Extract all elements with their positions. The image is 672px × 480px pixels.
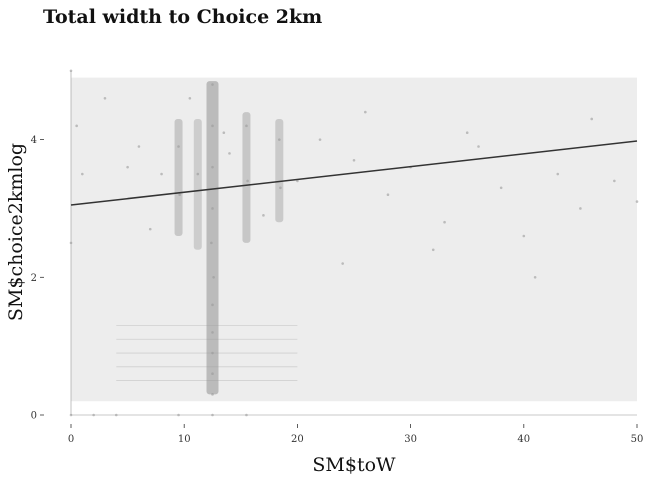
scatter-point [211,372,214,375]
x-axis-label: SM$toW [312,454,396,476]
scatter-point [352,158,356,162]
chart-title: Total width to Choice 2km [43,6,322,28]
scatter-point [245,413,248,417]
scatter-point [228,152,231,155]
y-tick-label: 4 [31,135,37,146]
scatter-point [246,179,249,183]
scatter-density-cloud [71,77,637,402]
scatter-point [465,131,469,135]
scatter-point [196,172,200,176]
scatter-point [522,234,526,238]
x-tick-label: 50 [631,434,644,445]
x-tick-label: 0 [68,434,74,445]
scatter-point [613,179,616,183]
x-tick-label: 30 [404,434,417,445]
scatter-point [211,351,214,355]
scatter-point [579,207,582,210]
plot-area [69,69,639,417]
x-tick-label: 20 [291,434,304,445]
scatter-point [222,131,226,135]
scatter-point [635,200,639,203]
scatter-point [92,413,95,417]
y-axis-ticks: 0 2 4 [31,135,44,422]
scatter-point [177,145,180,148]
scatter-point [431,248,435,252]
scatter-point [148,227,152,231]
scatter-point [69,69,73,73]
scatter-point [126,165,129,169]
scatter-point [211,165,214,169]
scatter-point [81,172,84,176]
scatter-point [212,276,215,279]
scatter-point [245,124,248,128]
regression-line [70,140,638,206]
scatter-point [262,214,265,217]
y-tick-label: 2 [31,273,37,284]
scatter-zero-inflation-rows [70,70,637,416]
scatter-point [210,241,213,245]
scatter-point [533,276,537,279]
scatter-point [188,97,192,100]
scatter-point [211,413,214,417]
scatter-point [296,179,299,183]
scatter-point [69,241,73,245]
scatter-point [103,97,107,100]
scatter-point [318,138,322,141]
scatter-band [174,118,183,236]
scatter-point [341,262,344,265]
scatter-point [211,393,214,396]
y-tick-label: 0 [31,411,37,422]
scatter-points [69,69,639,417]
scatter-point [114,413,118,417]
scatter-point [499,186,503,190]
scatter-vertical-bands [174,81,284,395]
scatter-band [242,112,251,243]
scatter-point [211,303,214,307]
scatter-band [193,118,202,250]
scatter-point [211,331,214,334]
scatter-point [364,110,367,114]
scatter-point [211,83,214,86]
x-tick-label: 10 [178,434,191,445]
scatter-point [477,145,480,148]
scatter-point [590,117,594,121]
x-tick-label: 40 [517,434,530,445]
scatter-point [386,193,390,196]
scatter-point [556,172,560,176]
scatter-point [211,207,214,210]
scatter-point [178,193,181,196]
scatter-point [160,172,163,176]
scatter-band [206,81,219,395]
scatter-point [279,186,282,190]
scatter-point [75,124,78,128]
y-axis-label: SM$choice2kmlog [5,143,27,321]
scatter-point [177,413,180,417]
scatter-band [275,118,284,223]
scatter-point [137,145,141,148]
scatter-point [211,124,214,128]
scatter-point [443,220,446,224]
x-axis-ticks: 0 10 20 30 40 50 [68,424,644,445]
scatter-point [69,413,73,417]
scatter-point [277,138,281,141]
